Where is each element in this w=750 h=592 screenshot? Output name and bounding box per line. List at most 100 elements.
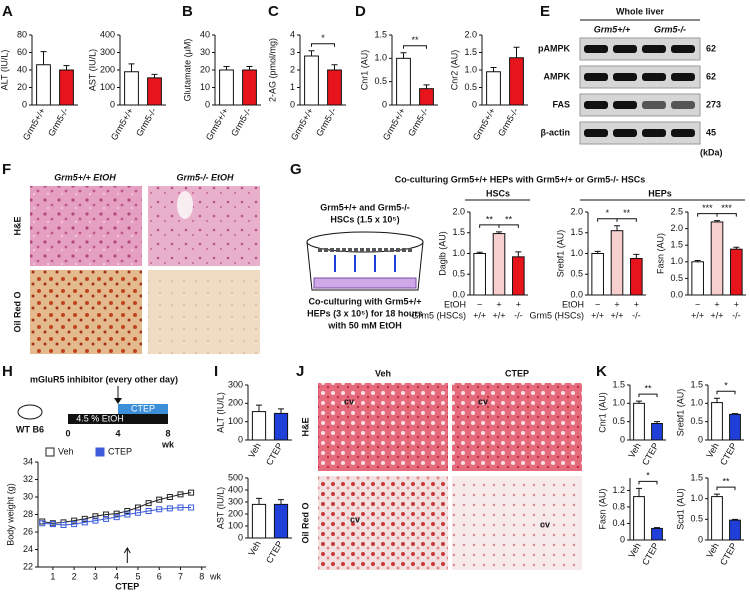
error-bar <box>423 84 430 89</box>
y-tick-label: 26 <box>23 526 33 536</box>
error-bar <box>636 400 642 404</box>
y-tick-label: 0.0 <box>670 289 683 299</box>
point <box>177 504 184 511</box>
y-tick-label: 3 <box>290 47 295 57</box>
y-tick-label: 1.0 <box>612 398 625 408</box>
annotation-arrow <box>123 547 131 563</box>
column-title: Veh <box>375 368 391 378</box>
bar <box>591 253 604 296</box>
mouse <box>17 404 43 420</box>
diagram-text: HSCs (1.5 x 10⁵) <box>330 214 399 224</box>
y-tick-label: 20 <box>200 64 210 74</box>
y-tick-label: 0.4 <box>612 518 625 528</box>
x-tick-label: CTEP <box>718 541 739 567</box>
blot-band <box>584 129 608 137</box>
y-tick-label: 10 <box>200 82 210 92</box>
blot-band <box>642 129 666 137</box>
cv-label: cv <box>540 519 550 529</box>
y-tick-label: 2.0 <box>570 206 583 216</box>
error-bar <box>654 527 660 529</box>
sig-bracket <box>311 43 335 47</box>
y-tick-label: 0.5 <box>690 514 703 524</box>
point <box>134 509 141 516</box>
coculture-title: Co-culturing Grm5+/+ HEPs with Grm5+/+ o… <box>395 174 646 184</box>
point <box>145 500 152 507</box>
point <box>156 496 163 503</box>
error-bar <box>614 225 620 231</box>
bar <box>729 413 741 441</box>
sig-label: * <box>646 471 650 481</box>
bar <box>124 71 139 106</box>
point <box>188 504 195 511</box>
y-tick-label: 80 <box>17 29 27 39</box>
y-tick-label: 2.0 <box>452 206 465 216</box>
treatment-title: mGluR5 inhibitor (every other day) <box>30 374 178 384</box>
panel-label: F <box>2 161 11 178</box>
row-label: Oil Red O <box>300 502 310 543</box>
y-tick-label: 1.0 <box>670 256 683 266</box>
y-tick-label: 0.5 <box>670 273 683 283</box>
error-bar <box>278 408 284 414</box>
x-tick-label: Grm5-/- <box>229 106 253 138</box>
row-value: − <box>477 299 482 309</box>
sig-label: ** <box>411 35 419 45</box>
timeline-label: 8 <box>165 428 170 438</box>
diagram-text: Grm5+/+ and Grm5-/- <box>320 202 410 212</box>
bar <box>509 57 524 106</box>
micrograph <box>318 476 448 570</box>
blot-band <box>642 101 666 109</box>
y-tick-label: 2.0 <box>670 223 683 233</box>
bar <box>633 496 645 541</box>
error-bar <box>732 413 738 415</box>
y-tick-label: 40 <box>17 64 27 74</box>
y-tick-label: 2.0 <box>464 29 477 39</box>
sig-bracket <box>716 390 736 395</box>
y-tick-label: 0.0 <box>452 289 465 299</box>
blot-row-label: β-actin <box>541 127 571 137</box>
x-tick-label: Grm5-/- <box>314 106 338 138</box>
hep-layer <box>313 277 417 289</box>
sig-label: ** <box>644 384 652 394</box>
x-tick-label: 1 <box>50 571 55 581</box>
y-tick-label: 300 <box>228 496 243 506</box>
column-title: Grm5+/+ EtOH <box>54 172 116 182</box>
y-tick-label: 200 <box>100 64 115 74</box>
histology-f: Grm5+/+ EtOH Grm5-/- EtOH H&E Oil Red O <box>12 172 260 354</box>
point <box>92 517 99 524</box>
x-tick-label: Veh <box>704 441 720 459</box>
y-tick-label: 40 <box>200 29 210 39</box>
blot-kda: 273 <box>706 99 721 109</box>
y-axis-label: Cnr1 (AU) <box>359 50 369 91</box>
cv-label: cv <box>350 514 360 524</box>
y-tick-label: 0 <box>472 99 477 109</box>
panel-label: I <box>214 363 218 380</box>
y-tick-label: 400 <box>100 29 115 39</box>
error-bar <box>694 259 701 262</box>
blot-row-label: AMPK <box>544 71 571 81</box>
y-tick-label: 1.0 <box>452 248 465 258</box>
error-bar <box>308 50 315 56</box>
y-tick-label: 1.0 <box>464 64 477 74</box>
row-name: Grm5 (HSCs) <box>530 310 585 320</box>
x-tick-label: Veh <box>626 441 642 459</box>
bar <box>396 57 411 106</box>
y-tick-label: 300 <box>100 47 115 57</box>
y-axis-label: Cnr1 (AU) <box>597 392 607 433</box>
treatment: mGluR5 inhibitor (every other day) WT B6… <box>16 374 178 449</box>
y-axis-label: Fasn (AU) <box>655 233 665 274</box>
y-axis-label: Body weight (g) <box>5 483 15 546</box>
bar <box>242 69 257 106</box>
bar <box>486 71 501 106</box>
x-tick-label: Grm5+/+ <box>204 106 230 142</box>
micrograph <box>148 270 260 354</box>
sig-bracket <box>597 218 618 222</box>
x-tick-label: 4 <box>114 571 119 581</box>
legend-label: Veh <box>58 446 74 456</box>
y-axis-label: AST (IU/L) <box>215 487 225 529</box>
y-axis-label: Srebf1 (AU) <box>675 389 685 437</box>
y-tick-label: 0 <box>698 434 703 444</box>
panel-label: A <box>2 3 13 20</box>
x-tick-label: Grm5-/- <box>46 106 70 138</box>
sig-label: *** <box>721 203 732 213</box>
timeline-label: 0 <box>65 428 70 438</box>
